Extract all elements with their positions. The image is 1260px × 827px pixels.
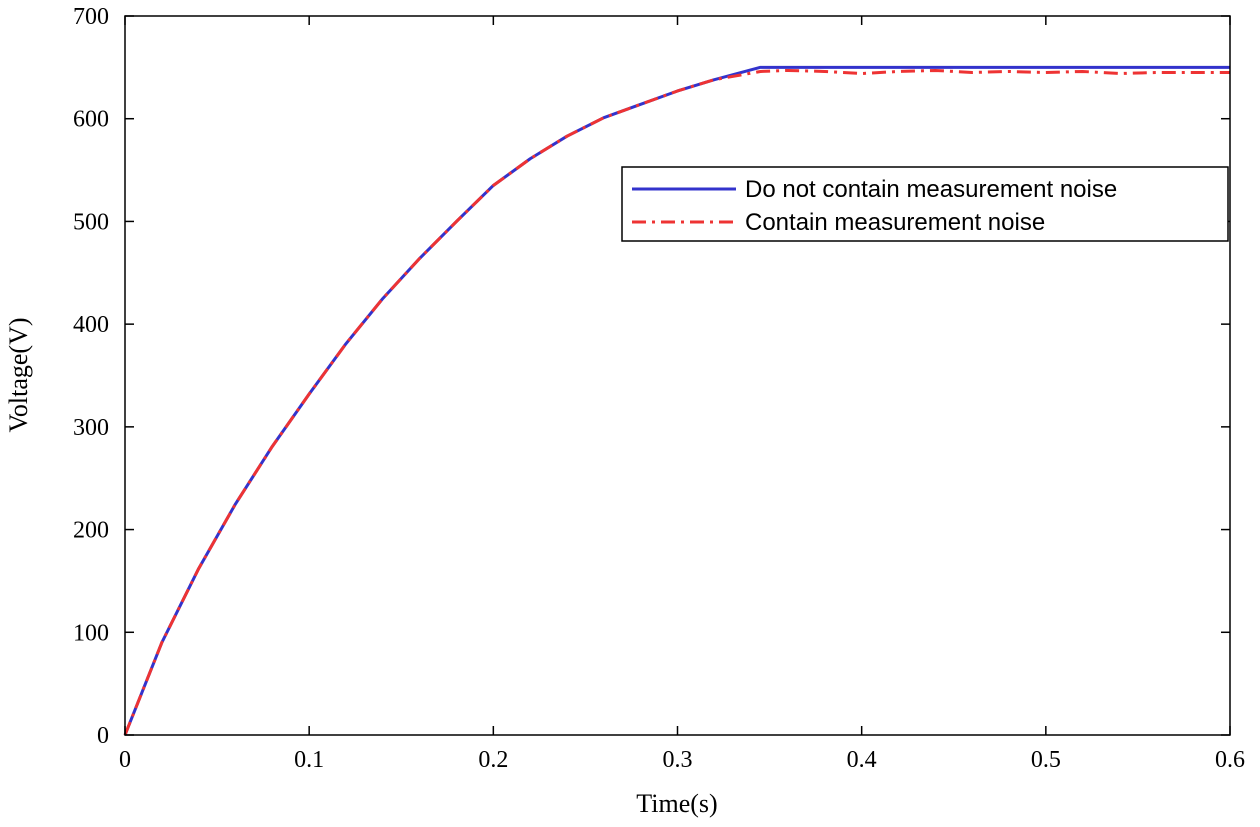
x-tick-label: 0.2 bbox=[478, 747, 508, 773]
y-tick-label: 500 bbox=[73, 209, 109, 235]
x-tick-label: 0.6 bbox=[1215, 747, 1245, 773]
x-axis-label: Time(s) bbox=[636, 789, 717, 818]
y-tick-label: 100 bbox=[73, 620, 109, 646]
legend-label-noise: Contain measurement noise bbox=[745, 209, 1045, 236]
series-line-1 bbox=[123, 68, 1230, 736]
y-tick-label: 0 bbox=[97, 723, 109, 749]
x-tick-label: 0.5 bbox=[1031, 747, 1061, 773]
x-tick-label: 0.3 bbox=[663, 747, 693, 773]
y-axis-label: Voltage(V) bbox=[4, 317, 33, 432]
y-tick-label: 400 bbox=[73, 312, 109, 338]
x-tick-label: 0.4 bbox=[847, 747, 877, 773]
y-tick-label: 700 bbox=[73, 4, 109, 30]
legend-label-no-noise: Do not contain measurement noise bbox=[745, 176, 1117, 203]
x-tick-label: 0 bbox=[119, 747, 131, 773]
series-layer bbox=[123, 65, 1230, 736]
x-tick-label: 0.1 bbox=[294, 747, 324, 773]
legend-box bbox=[621, 166, 1229, 242]
y-tick-label: 200 bbox=[73, 518, 109, 544]
y-tick-label: 600 bbox=[73, 107, 109, 133]
legend: Do not contain measurement noise Contain… bbox=[621, 166, 1229, 242]
y-tick-label: 300 bbox=[73, 415, 109, 441]
tick-labels-layer: 0 0.1 0.2 0.3 0.4 0.5 0.6 0 100 200 300 400 500 600 70… bbox=[73, 4, 1245, 773]
